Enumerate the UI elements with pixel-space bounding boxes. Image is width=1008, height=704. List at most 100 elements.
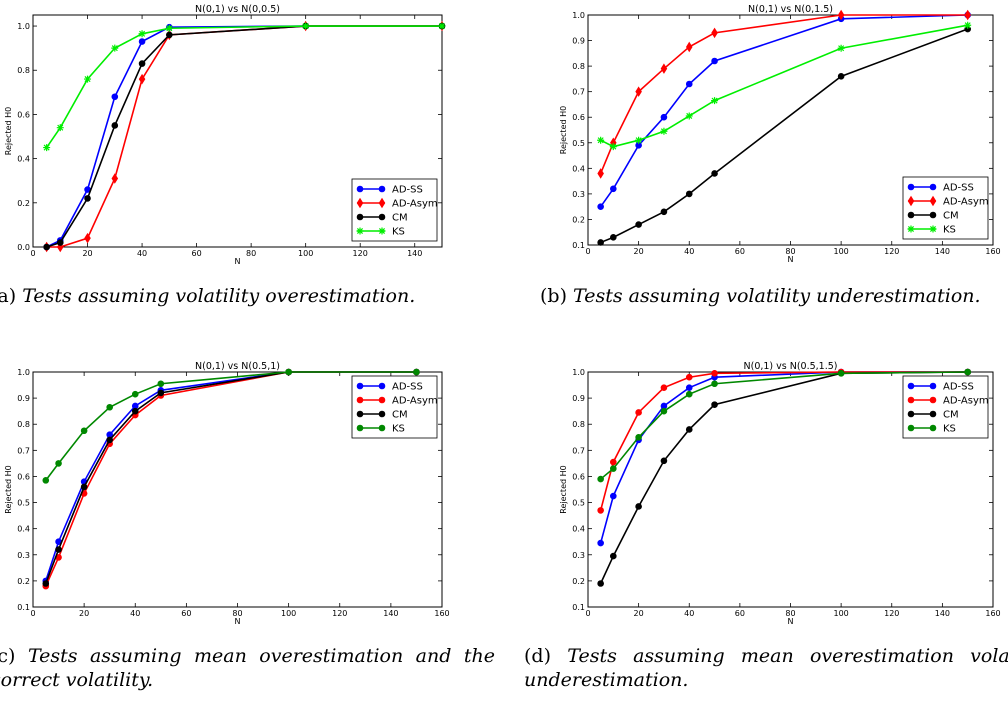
data-point [635, 433, 642, 441]
legend-marker [378, 382, 386, 390]
data-point [157, 380, 165, 388]
y-tick-label: 0.7 [572, 446, 585, 455]
chart-title-a: N(0,1) vs N(0,0.5) [195, 4, 280, 15]
series-ks-d [597, 368, 971, 483]
chart-title-b: N(0,1) vs N(0,1.5) [748, 4, 833, 15]
legend-entry-ad-ss: AD-SS [392, 382, 423, 393]
series-ad-asym-b [597, 9, 971, 179]
x-axis-label-a: N [235, 257, 241, 266]
x-tick-label: 40 [130, 609, 140, 618]
legend-marker [907, 211, 915, 219]
legend-entry-cm: CM [943, 410, 959, 421]
data-point [635, 409, 642, 416]
legend-entry-ad-asym: AD-Asym [392, 199, 438, 210]
legend-marker [356, 185, 364, 193]
chart-d: N(0,1) vs N(0.5,1.5) 0 20 40 60 80 100 120 140 16… [559, 361, 1001, 626]
legend-marker [378, 396, 386, 404]
x-tick-label: 0 [585, 609, 590, 618]
chart-c: N(0,1) vs N(0.5,1) 0 20 40 60 80 100 120 140 160 0… [4, 361, 450, 626]
legend-d: AD-SS AD-Asym CM KS [902, 375, 989, 439]
y-tick-label: 0.4 [572, 525, 585, 534]
caption-b: (b) Tests assuming volatility underestim… [540, 284, 981, 308]
x-tick-label: 160 [985, 609, 1000, 618]
y-tick-label: 0.7 [17, 446, 30, 455]
data-point [84, 232, 91, 244]
legend-marker [356, 396, 364, 404]
y-tick-label: 0.7 [572, 88, 585, 97]
y-tick-label: 0.1 [572, 603, 585, 612]
data-point [106, 403, 113, 411]
legend-entry-ad-asym: AD-Asym [392, 396, 438, 407]
data-point [302, 22, 310, 30]
data-point [80, 427, 88, 435]
data-point [635, 86, 642, 97]
caption-b-label: (b) [540, 285, 567, 307]
data-point [685, 426, 693, 433]
legend-entry-ad-asym: AD-Asym [943, 396, 989, 407]
x-tick-label: 140 [383, 609, 398, 618]
x-tick-label: 100 [281, 609, 296, 618]
caption-a-label: (a) [0, 285, 17, 307]
legend-entry-ks: KS [392, 227, 405, 238]
data-point [964, 9, 971, 21]
x-tick-label: 20 [634, 247, 644, 256]
series-line [600, 28, 968, 244]
legend-marker [929, 382, 937, 390]
series-line [600, 24, 968, 148]
legend-marker [356, 424, 364, 432]
chart-a: N(0,1) vs N(0,0.5) 0 20 40 60 80 100 120 140 0.0 0… [4, 4, 446, 266]
x-tick-label: 120 [884, 247, 899, 256]
y-tick-label: 0.9 [17, 394, 30, 403]
legend-entry-cm: CM [392, 410, 408, 421]
data-point [80, 483, 88, 491]
series-ks-c [42, 368, 420, 484]
chart-title-c: N(0,1) vs N(0.5,1) [195, 361, 280, 372]
y-tick-label: 0.3 [572, 190, 585, 199]
legend-marker [378, 424, 386, 432]
legend-b: AD-SS AD-Asym CM KS [902, 176, 989, 240]
data-point [111, 173, 119, 184]
data-point [138, 30, 146, 38]
caption-d: (d) Tests assuming mean overestimation v… [524, 644, 1008, 692]
series-line [599, 371, 968, 511]
y-tick-label: 0.8 [17, 66, 30, 75]
series-line [600, 371, 968, 480]
caption-d-text: Tests assuming mean overestimation volat… [524, 645, 1008, 691]
data-point [685, 190, 693, 198]
legend-marker [907, 396, 915, 404]
x-axis-label-d: N [788, 617, 794, 626]
data-point [660, 457, 668, 465]
data-point [166, 31, 173, 39]
data-point [597, 203, 604, 210]
x-tick-label: 140 [935, 609, 950, 618]
data-point [964, 368, 971, 376]
data-point [610, 492, 617, 500]
x-tick-label: 120 [884, 609, 899, 618]
series-line [599, 371, 968, 584]
chart-title-d: N(0,1) vs N(0.5,1.5) [744, 361, 838, 372]
x-tick-label: 60 [735, 609, 745, 618]
y-tick-label: 0.8 [572, 420, 585, 429]
legend-marker [356, 382, 364, 390]
x-axis-label-c: N [235, 617, 241, 626]
y-tick-label: 0.6 [572, 472, 585, 481]
x-tick-label: 0 [585, 247, 590, 256]
legend-marker [356, 410, 364, 418]
x-tick-label: 20 [82, 249, 92, 258]
series-line [46, 25, 442, 248]
legend-marker [929, 225, 937, 233]
series-line [45, 25, 442, 149]
data-point [711, 401, 718, 408]
data-point [413, 368, 420, 376]
data-point [138, 73, 146, 85]
legend-entry-cm: CM [943, 211, 959, 222]
series-line [599, 14, 968, 174]
caption-a: (a) Tests assuming volatility overestima… [0, 284, 415, 308]
y-tick-label: 0.8 [572, 62, 585, 71]
series-line [45, 371, 417, 584]
legend-entry-ks: KS [392, 424, 405, 435]
y-tick-label: 0.1 [572, 241, 585, 250]
legend-entry-ad-ss: AD-SS [392, 185, 423, 196]
x-tick-label: 100 [298, 249, 313, 258]
legend-marker [907, 195, 915, 207]
